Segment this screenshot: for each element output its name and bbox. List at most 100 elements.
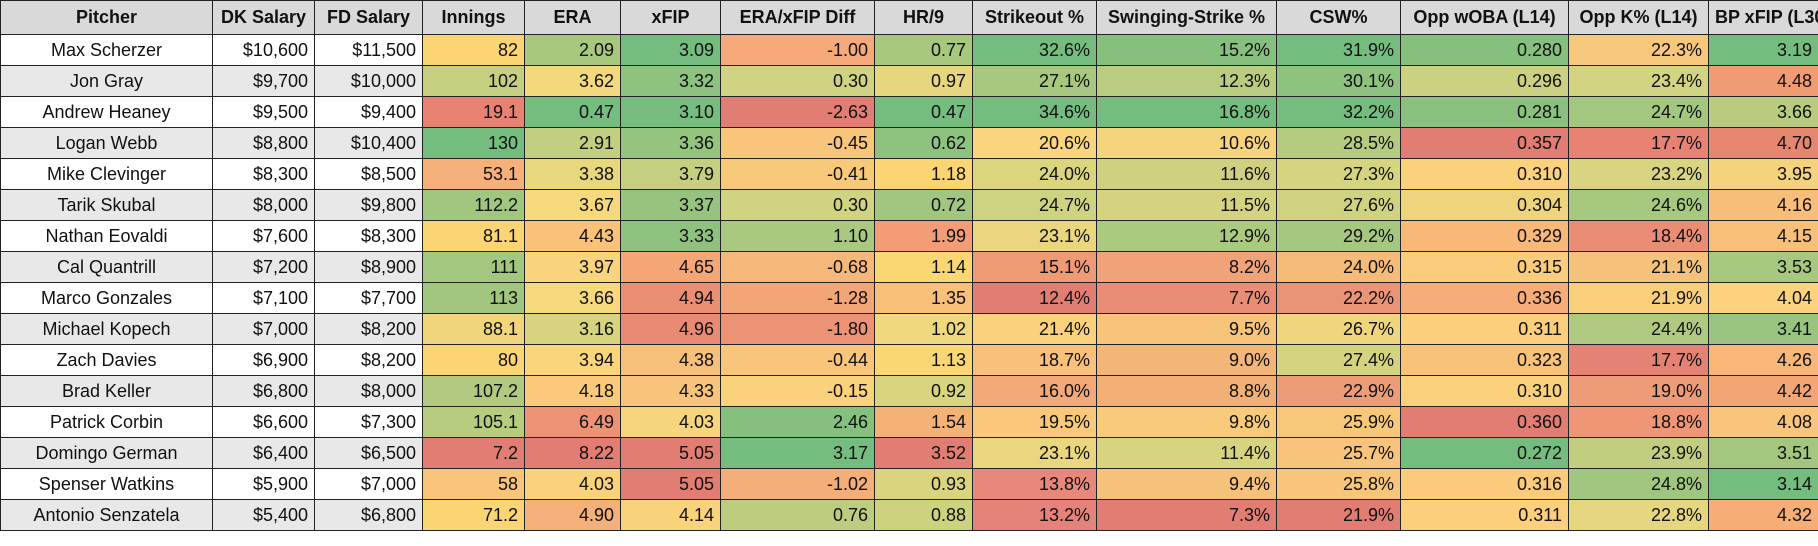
innings-cell[interactable]: 130: [422, 127, 525, 159]
column-header-opp-k-pct-l14[interactable]: Opp K% (L14): [1568, 0, 1709, 35]
era-xfip-diff-cell[interactable]: 0.30: [720, 189, 875, 221]
innings-cell[interactable]: 113: [422, 282, 525, 314]
column-header-xfip[interactable]: xFIP: [620, 0, 721, 35]
swinging-strike-pct-cell[interactable]: 7.7%: [1096, 282, 1277, 314]
era-xfip-diff-cell[interactable]: 0.76: [720, 499, 875, 531]
strikeout-pct-cell[interactable]: 23.1%: [972, 220, 1097, 252]
pitcher-name-cell[interactable]: Antonio Senzatela: [0, 499, 213, 531]
opp-k-pct-cell[interactable]: 24.8%: [1568, 468, 1709, 500]
fd-salary-cell[interactable]: $8,200: [314, 344, 423, 376]
swinging-strike-pct-cell[interactable]: 15.2%: [1096, 34, 1277, 66]
opp-woba-cell[interactable]: 0.304: [1400, 189, 1569, 221]
column-header-hr9[interactable]: HR/9: [874, 0, 973, 35]
fd-salary-cell[interactable]: $10,000: [314, 65, 423, 97]
column-header-dk-salary[interactable]: DK Salary: [212, 0, 315, 35]
hr9-cell[interactable]: 0.62: [874, 127, 973, 159]
opp-k-pct-cell[interactable]: 21.9%: [1568, 282, 1709, 314]
xfip-cell[interactable]: 5.05: [620, 437, 721, 469]
pitcher-name-cell[interactable]: Cal Quantrill: [0, 251, 213, 283]
column-header-csw-pct[interactable]: CSW%: [1276, 0, 1401, 35]
column-header-opp-woba-l14[interactable]: Opp wOBA (L14): [1400, 0, 1569, 35]
hr9-cell[interactable]: 0.47: [874, 96, 973, 128]
bp-xfip-cell[interactable]: 3.53: [1708, 251, 1818, 283]
opp-woba-cell[interactable]: 0.311: [1400, 499, 1569, 531]
opp-woba-cell[interactable]: 0.272: [1400, 437, 1569, 469]
innings-cell[interactable]: 80: [422, 344, 525, 376]
innings-cell[interactable]: 58: [422, 468, 525, 500]
bp-xfip-cell[interactable]: 4.04: [1708, 282, 1818, 314]
fd-salary-cell[interactable]: $8,300: [314, 220, 423, 252]
era-xfip-diff-cell[interactable]: 0.30: [720, 65, 875, 97]
strikeout-pct-cell[interactable]: 24.0%: [972, 158, 1097, 190]
swinging-strike-pct-cell[interactable]: 12.9%: [1096, 220, 1277, 252]
era-cell[interactable]: 3.67: [524, 189, 621, 221]
innings-cell[interactable]: 112.2: [422, 189, 525, 221]
column-header-pitcher[interactable]: Pitcher: [0, 0, 213, 35]
strikeout-pct-cell[interactable]: 27.1%: [972, 65, 1097, 97]
pitcher-name-cell[interactable]: Tarik Skubal: [0, 189, 213, 221]
fd-salary-cell[interactable]: $8,500: [314, 158, 423, 190]
opp-k-pct-cell[interactable]: 23.9%: [1568, 437, 1709, 469]
bp-xfip-cell[interactable]: 3.66: [1708, 96, 1818, 128]
bp-xfip-cell[interactable]: 4.42: [1708, 375, 1818, 407]
bp-xfip-cell[interactable]: 3.51: [1708, 437, 1818, 469]
strikeout-pct-cell[interactable]: 13.8%: [972, 468, 1097, 500]
strikeout-pct-cell[interactable]: 12.4%: [972, 282, 1097, 314]
innings-cell[interactable]: 111: [422, 251, 525, 283]
hr9-cell[interactable]: 1.14: [874, 251, 973, 283]
xfip-cell[interactable]: 3.37: [620, 189, 721, 221]
hr9-cell[interactable]: 1.54: [874, 406, 973, 438]
opp-woba-cell[interactable]: 0.329: [1400, 220, 1569, 252]
era-xfip-diff-cell[interactable]: -1.00: [720, 34, 875, 66]
opp-woba-cell[interactable]: 0.323: [1400, 344, 1569, 376]
column-header-swinging-strike-pct[interactable]: Swinging-Strike %: [1096, 0, 1277, 35]
era-xfip-diff-cell[interactable]: -1.80: [720, 313, 875, 345]
column-header-fd-salary[interactable]: FD Salary: [314, 0, 423, 35]
era-cell[interactable]: 4.03: [524, 468, 621, 500]
swinging-strike-pct-cell[interactable]: 9.4%: [1096, 468, 1277, 500]
strikeout-pct-cell[interactable]: 20.6%: [972, 127, 1097, 159]
csw-pct-cell[interactable]: 25.7%: [1276, 437, 1401, 469]
era-cell[interactable]: 4.90: [524, 499, 621, 531]
pitcher-name-cell[interactable]: Zach Davies: [0, 344, 213, 376]
xfip-cell[interactable]: 4.65: [620, 251, 721, 283]
xfip-cell[interactable]: 4.03: [620, 406, 721, 438]
era-cell[interactable]: 3.66: [524, 282, 621, 314]
bp-xfip-cell[interactable]: 3.19: [1708, 34, 1818, 66]
csw-pct-cell[interactable]: 22.9%: [1276, 375, 1401, 407]
hr9-cell[interactable]: 3.52: [874, 437, 973, 469]
opp-k-pct-cell[interactable]: 17.7%: [1568, 344, 1709, 376]
era-cell[interactable]: 2.91: [524, 127, 621, 159]
hr9-cell[interactable]: 1.35: [874, 282, 973, 314]
innings-cell[interactable]: 107.2: [422, 375, 525, 407]
innings-cell[interactable]: 81.1: [422, 220, 525, 252]
bp-xfip-cell[interactable]: 4.70: [1708, 127, 1818, 159]
innings-cell[interactable]: 105.1: [422, 406, 525, 438]
fd-salary-cell[interactable]: $8,900: [314, 251, 423, 283]
era-cell[interactable]: 8.22: [524, 437, 621, 469]
csw-pct-cell[interactable]: 27.4%: [1276, 344, 1401, 376]
xfip-cell[interactable]: 4.38: [620, 344, 721, 376]
innings-cell[interactable]: 88.1: [422, 313, 525, 345]
opp-woba-cell[interactable]: 0.296: [1400, 65, 1569, 97]
opp-woba-cell[interactable]: 0.336: [1400, 282, 1569, 314]
pitcher-name-cell[interactable]: Patrick Corbin: [0, 406, 213, 438]
hr9-cell[interactable]: 0.92: [874, 375, 973, 407]
hr9-cell[interactable]: 0.77: [874, 34, 973, 66]
opp-k-pct-cell[interactable]: 19.0%: [1568, 375, 1709, 407]
opp-k-pct-cell[interactable]: 18.4%: [1568, 220, 1709, 252]
swinging-strike-pct-cell[interactable]: 8.2%: [1096, 251, 1277, 283]
opp-k-pct-cell[interactable]: 24.6%: [1568, 189, 1709, 221]
hr9-cell[interactable]: 1.18: [874, 158, 973, 190]
pitcher-name-cell[interactable]: Marco Gonzales: [0, 282, 213, 314]
dk-salary-cell[interactable]: $7,600: [212, 220, 315, 252]
hr9-cell[interactable]: 1.02: [874, 313, 973, 345]
fd-salary-cell[interactable]: $11,500: [314, 34, 423, 66]
era-cell[interactable]: 3.97: [524, 251, 621, 283]
strikeout-pct-cell[interactable]: 19.5%: [972, 406, 1097, 438]
pitcher-name-cell[interactable]: Max Scherzer: [0, 34, 213, 66]
pitcher-name-cell[interactable]: Nathan Eovaldi: [0, 220, 213, 252]
era-cell[interactable]: 3.62: [524, 65, 621, 97]
bp-xfip-cell[interactable]: 4.15: [1708, 220, 1818, 252]
era-cell[interactable]: 4.43: [524, 220, 621, 252]
